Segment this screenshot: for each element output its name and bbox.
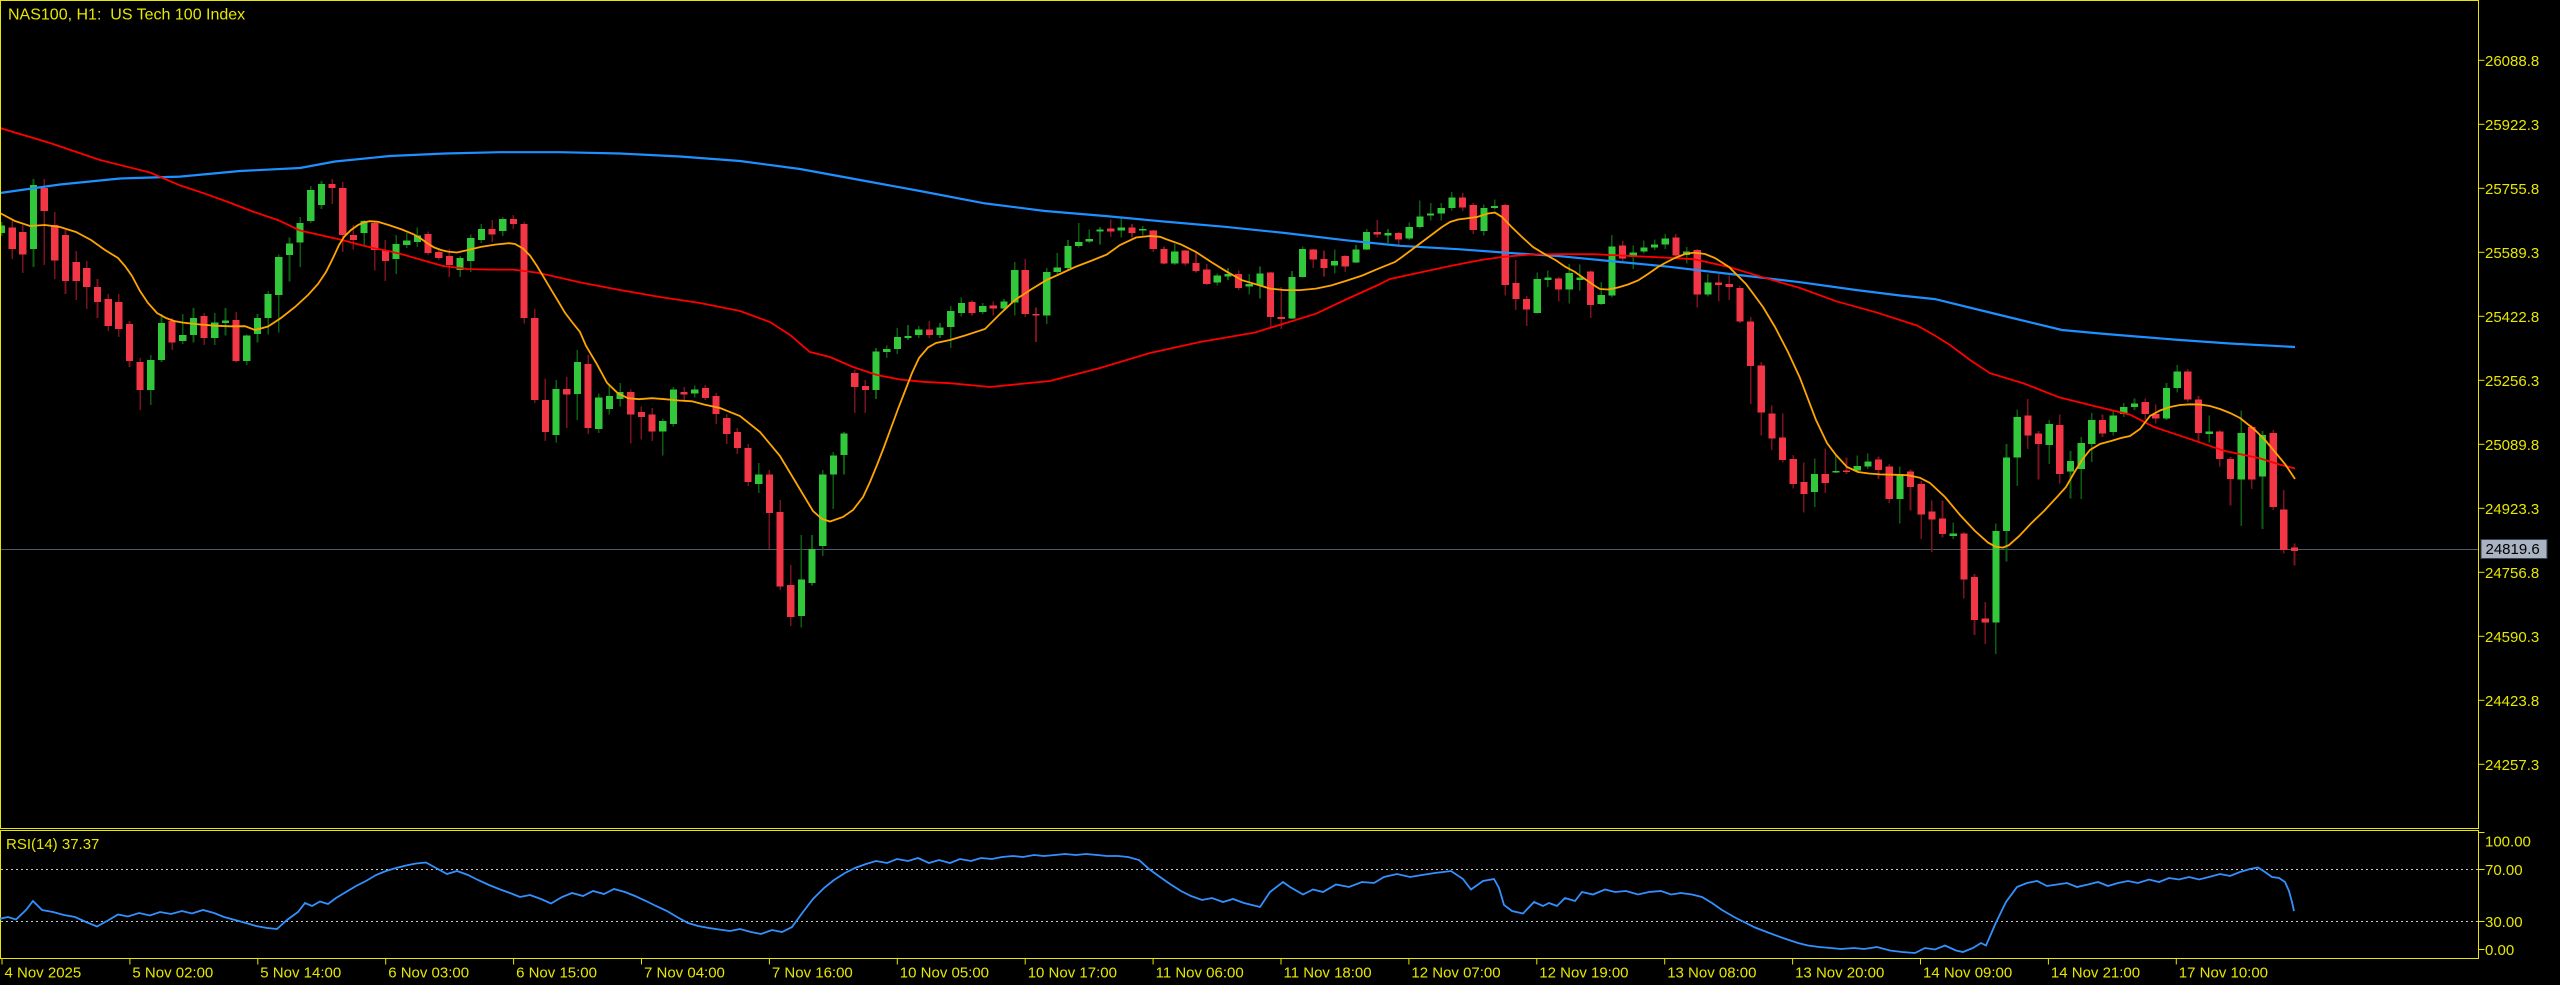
svg-text:25922.3: 25922.3 [2485, 117, 2539, 134]
svg-text:24257.3: 24257.3 [2485, 757, 2539, 774]
svg-text:5 Nov 14:00: 5 Nov 14:00 [260, 965, 341, 982]
svg-text:25422.8: 25422.8 [2485, 309, 2539, 326]
svg-text:6 Nov 03:00: 6 Nov 03:00 [388, 965, 469, 982]
svg-text:RSI(14) 37.37: RSI(14) 37.37 [6, 836, 99, 853]
svg-text:24423.8: 24423.8 [2485, 693, 2539, 710]
svg-text:25589.3: 25589.3 [2485, 245, 2539, 262]
svg-text:70.00: 70.00 [2485, 862, 2523, 879]
svg-text:11 Nov 18:00: 11 Nov 18:00 [1284, 965, 1372, 982]
svg-text:14 Nov 21:00: 14 Nov 21:00 [2051, 965, 2140, 982]
svg-text:12 Nov 19:00: 12 Nov 19:00 [1539, 965, 1628, 982]
svg-text:17 Nov 10:00: 17 Nov 10:00 [2179, 965, 2268, 982]
svg-text:5 Nov 02:00: 5 Nov 02:00 [132, 965, 213, 982]
svg-text:11 Nov 06:00: 11 Nov 06:00 [1156, 965, 1244, 982]
svg-text:14 Nov 09:00: 14 Nov 09:00 [1923, 965, 2012, 982]
svg-text:25256.3: 25256.3 [2485, 373, 2539, 390]
svg-text:NAS100, H1: US Tech 100 Index: NAS100, H1: US Tech 100 Index [8, 7, 245, 24]
svg-text:26088.8: 26088.8 [2485, 53, 2539, 70]
svg-text:25755.8: 25755.8 [2485, 181, 2539, 198]
svg-text:13 Nov 08:00: 13 Nov 08:00 [1667, 965, 1756, 982]
svg-text:13 Nov 20:00: 13 Nov 20:00 [1795, 965, 1884, 982]
svg-text:7 Nov 04:00: 7 Nov 04:00 [644, 965, 725, 982]
svg-text:25089.8: 25089.8 [2485, 437, 2539, 454]
svg-text:100.00: 100.00 [2485, 834, 2531, 851]
svg-text:24590.3: 24590.3 [2485, 629, 2539, 646]
svg-text:24756.8: 24756.8 [2485, 565, 2539, 582]
svg-text:24923.3: 24923.3 [2485, 501, 2539, 518]
svg-text:10 Nov 17:00: 10 Nov 17:00 [1028, 965, 1117, 982]
svg-text:4 Nov 2025: 4 Nov 2025 [5, 965, 82, 982]
svg-text:6 Nov 15:00: 6 Nov 15:00 [516, 965, 597, 982]
svg-text:30.00: 30.00 [2485, 914, 2523, 931]
svg-text:0.00: 0.00 [2485, 942, 2514, 959]
svg-text:7 Nov 16:00: 7 Nov 16:00 [772, 965, 853, 982]
svg-text:12 Nov 07:00: 12 Nov 07:00 [1411, 965, 1500, 982]
svg-text:24819.6: 24819.6 [2486, 541, 2540, 558]
svg-text:10 Nov 05:00: 10 Nov 05:00 [900, 965, 989, 982]
